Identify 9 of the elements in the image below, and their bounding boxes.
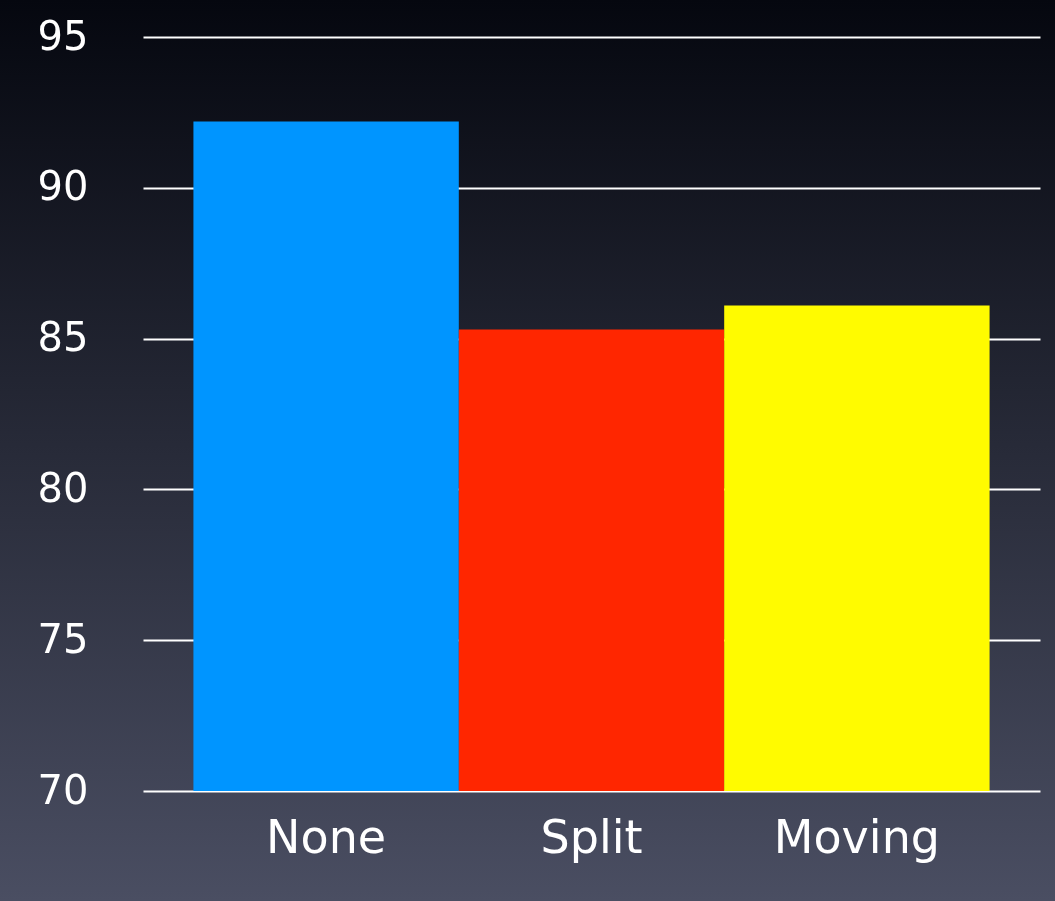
y-tick-label: 75: [37, 615, 89, 662]
y-tick-label: 90: [37, 163, 89, 210]
y-tick-label: 85: [37, 314, 89, 361]
x-tick-label: Moving: [773, 809, 940, 864]
x-tick-label: None: [266, 809, 387, 864]
x-tick-label: Split: [540, 809, 643, 864]
y-tick-label: 95: [37, 12, 89, 59]
y-tick-label: 70: [37, 766, 89, 813]
y-tick-label: 80: [37, 464, 89, 511]
